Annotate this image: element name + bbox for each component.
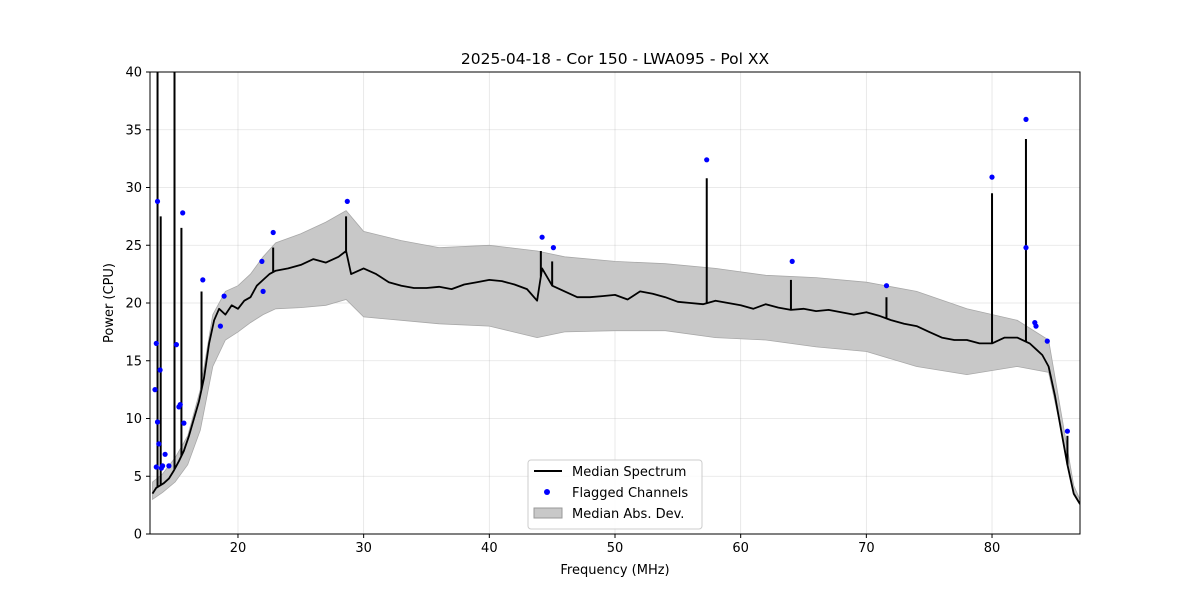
flagged-channel-point — [989, 174, 995, 180]
legend-flagged-label: Flagged Channels — [572, 486, 688, 501]
y-tick-label: 40 — [125, 66, 142, 81]
flagged-channel-point — [344, 198, 350, 204]
x-tick-label: 70 — [858, 541, 875, 556]
median-spectrum-line — [151, 250, 1080, 505]
flagged-channel-point — [200, 277, 206, 283]
x-tick-label: 30 — [355, 541, 372, 556]
y-axis-title: Power (CPU) — [102, 263, 117, 343]
y-tick-label: 5 — [134, 470, 142, 485]
flagged-channel-point — [1064, 428, 1070, 434]
flagged-channel-point — [259, 258, 265, 264]
legend-box — [527, 459, 703, 530]
x-tick-label: 20 — [230, 541, 247, 556]
flagged-channel-point — [221, 293, 227, 299]
median-spectrum-layer — [151, 72, 1080, 505]
chart-title: 2025-04-18 - Cor 150 - LWA095 - Pol XX — [461, 50, 770, 68]
flagged-channel-point — [181, 420, 187, 426]
flagged-channel-point — [883, 283, 890, 289]
legend-mad-label: Median Abs. Dev. — [572, 507, 684, 522]
flagged-channel-point — [156, 441, 162, 447]
flagged-channel-point — [154, 419, 161, 425]
y-tick-label: 15 — [125, 354, 142, 369]
y-tick-label: 35 — [125, 123, 142, 138]
flagged-channel-point — [173, 342, 179, 348]
flagged-channel-point — [217, 323, 223, 329]
flagged-channel-point — [550, 245, 557, 251]
x-tick-label: 60 — [732, 541, 749, 556]
flagged-channel-point — [1033, 323, 1039, 329]
x-axis-title: Frequency (MHz) — [560, 563, 669, 578]
legend: Median Spectrum Flagged Channels Median … — [527, 459, 703, 530]
flagged-points-layer — [152, 116, 1070, 471]
legend-flagged-swatch — [544, 489, 550, 495]
flagged-channel-point — [1023, 116, 1029, 122]
flagged-channel-point — [704, 157, 710, 163]
flagged-channel-point — [539, 234, 545, 240]
flagged-channel-point — [154, 198, 161, 204]
flagged-channel-point — [1044, 338, 1050, 344]
y-tick-label: 0 — [134, 528, 142, 543]
y-tick-label: 30 — [125, 181, 142, 196]
flagged-channel-point — [162, 451, 168, 457]
legend-median-label: Median Spectrum — [572, 465, 686, 480]
flagged-channel-point — [152, 387, 158, 393]
y-tick-label: 20 — [125, 297, 142, 312]
y-tick-label: 10 — [125, 412, 142, 427]
flagged-channel-point — [789, 258, 795, 264]
flagged-channel-point — [1023, 245, 1029, 251]
flagged-channel-point — [153, 340, 159, 346]
x-tick-label: 40 — [481, 541, 498, 556]
x-tick-label: 80 — [984, 541, 1001, 556]
tick-layer: 20 30 40 50 60 70 80 0 5 10 15 20 25 30 35 40 — [125, 66, 1000, 557]
flagged-channel-point — [166, 463, 172, 469]
flagged-channel-point — [153, 464, 159, 470]
flagged-channel-point — [180, 210, 186, 216]
legend-mad-swatch — [533, 507, 563, 519]
flagged-channel-point — [157, 367, 163, 373]
y-tick-label: 25 — [125, 239, 142, 254]
flagged-channel-point — [260, 288, 266, 294]
flagged-channel-point — [270, 229, 276, 236]
flagged-channel-point — [160, 463, 166, 469]
x-tick-label: 50 — [607, 541, 624, 556]
flagged-channel-point — [177, 402, 183, 408]
